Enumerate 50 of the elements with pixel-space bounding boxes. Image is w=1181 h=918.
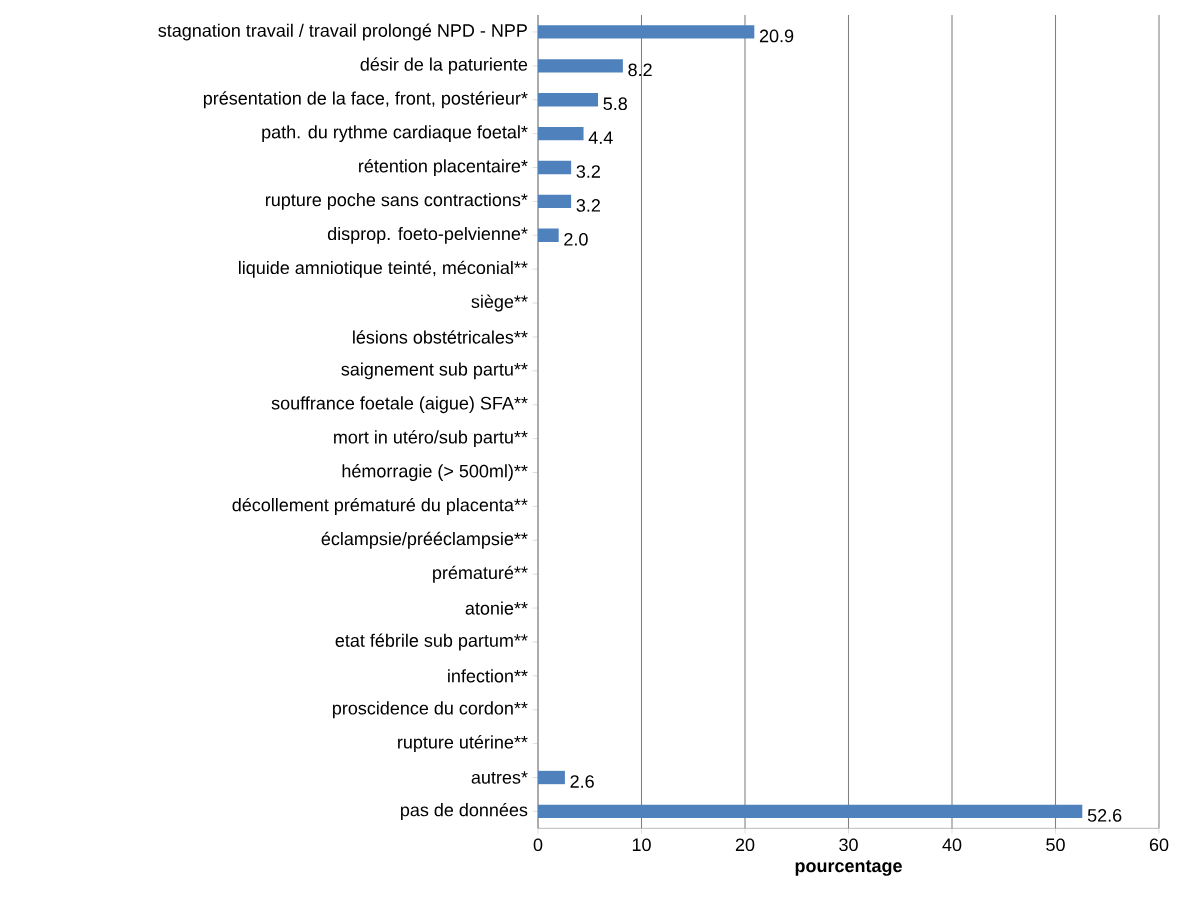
y-tick-label: liquide amniotique teinté, méconial** [238,260,528,278]
bar [538,93,599,107]
bar [538,194,572,209]
y-tick-label: autres* [471,771,528,784]
bar [538,804,1083,819]
bar [538,160,572,175]
y-tick-label: siège** [471,294,528,312]
x-tick-label: 30 [839,838,858,852]
y-tick-label: infection** [448,669,528,683]
y-tick-label: pas de données [401,802,528,820]
bar [538,770,565,785]
y-tick-label: lésions obstétricales** [353,330,528,344]
data-label: 3.2 [576,199,600,212]
y-tick-label: atonie** [465,601,528,615]
x-axis-title: pourcentage [795,860,902,876]
x-tick-label: 40 [942,838,962,852]
data-label: 8.2 [628,63,652,77]
bar [538,126,584,141]
y-tick-label: rupture utérine** [398,735,528,753]
x-tick-label: 60 [1149,838,1169,852]
bar [538,59,623,73]
y-tick-label: hémorragie (> 500ml)** [342,464,528,482]
y-tick-label: rétention placentaire* [359,159,528,177]
x-tick-label: 50 [1046,838,1065,852]
y-tick-label: etat fébrile sub partum** [335,633,528,651]
data-label: 3.2 [576,165,600,178]
y-tick-label: stagnation travail / travail prolongé NPD - NPP [158,23,527,41]
x-tick-label: 10 [632,838,651,852]
data-label: 20.9 [759,29,794,43]
y-tick-label: présentation de la face, front, postérieur* [203,91,528,109]
bar [538,25,755,39]
y-tick-label: mort in utéro/sub partu** [334,430,528,448]
y-tick-label: décollement prématuré du placenta** [232,497,528,515]
y-tick-label: path. du rythme cardiaque foetal* [262,125,528,143]
data-label: 2.6 [570,775,594,788]
bar [538,228,559,242]
data-label: 52.6 [1087,809,1122,822]
data-label: 4.4 [588,131,613,144]
y-tick-label: rupture poche sans contractions* [265,193,528,210]
y-tick-label: saignement sub partu** [341,362,528,380]
y-tick-label: éclampsie/prééclampsie** [321,531,528,549]
y-tick-label: prématuré** [433,565,528,583]
x-tick-label: 0 [533,838,543,852]
y-tick-label: disprop. foeto-pelvienne* [327,226,528,244]
data-label: 5.8 [603,97,627,111]
y-tick-label: proscidence du cordon** [332,701,528,719]
data-label: 2.0 [564,232,588,246]
y-tick-label: souffrance foetale (aigue) SFA** [271,396,528,414]
y-tick-label: désir de la paturiente [360,57,528,75]
x-tick-label: 20 [735,838,755,852]
